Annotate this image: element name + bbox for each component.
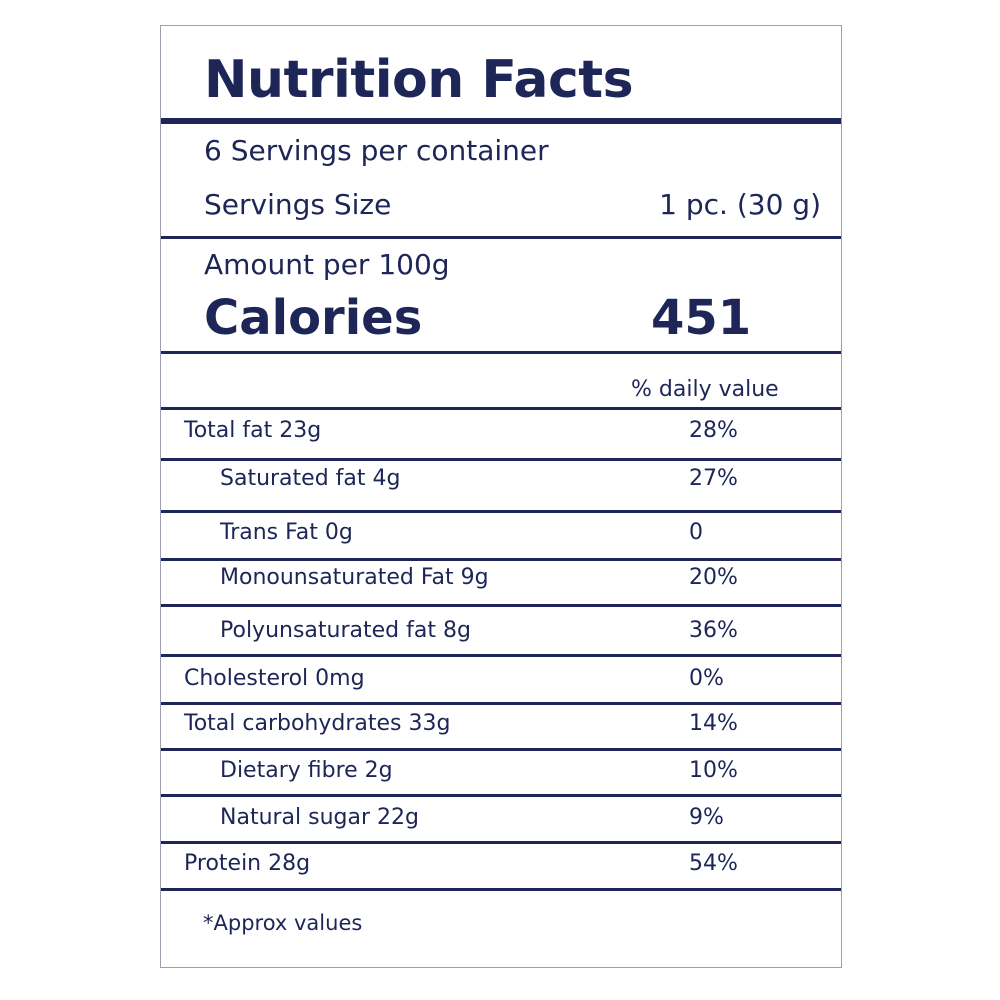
serving-size-value: 1 pc. (30 g) [659,188,821,221]
nutrient-name: Total carbohydrates 33g [184,711,451,736]
nutrient-name: Cholesterol 0mg [184,666,365,691]
nutrient-name: Dietary fibre 2g [220,758,393,783]
calories-rule [161,351,841,354]
row-divider [161,794,841,797]
row-divider [161,458,841,461]
nutrient-name: Protein 28g [184,851,311,876]
row-divider [161,748,841,751]
nutrient-name: Saturated fat 4g [220,466,401,491]
nutrient-name: Polyunsaturated fat 8g [220,618,471,643]
nutrient-name: Natural sugar 22g [220,805,419,830]
nutrient-daily-value: 28% [689,418,738,443]
row-divider [161,888,841,891]
nutrient-name: Trans Fat 0g [220,520,353,545]
nutrient-daily-value: 14% [689,711,738,736]
nutrient-name: Monounsaturated Fat 9g [220,565,489,590]
calories-label: Calories [204,290,423,346]
nutrient-daily-value: 27% [689,466,738,491]
servings-per-container: 6 Servings per container [204,134,549,167]
row-divider [161,604,841,607]
row-divider [161,558,841,561]
footnote: *Approx values [203,911,363,935]
row-divider [161,510,841,513]
calories-value: 451 [651,290,752,346]
row-divider [161,702,841,705]
amount-per-label: Amount per 100g [204,248,450,281]
nutrition-label: Nutrition Facts 6 Servings per container… [160,25,842,968]
nutrient-daily-value: 10% [689,758,738,783]
nutrient-daily-value: 0% [689,666,724,691]
nutrient-daily-value: 36% [689,618,738,643]
serving-size-label: Servings Size [204,188,392,221]
label-title: Nutrition Facts [204,50,634,110]
daily-value-header: % daily value [631,377,779,402]
nutrient-daily-value: 20% [689,565,738,590]
title-rule [161,118,841,124]
daily-value-rule [161,407,841,410]
nutrient-daily-value: 9% [689,805,724,830]
nutrient-daily-value: 54% [689,851,738,876]
row-divider [161,654,841,657]
serving-rule [161,236,841,239]
row-divider [161,841,841,844]
nutrient-daily-value: 0 [689,520,703,545]
nutrient-name: Total fat 23g [184,418,322,443]
